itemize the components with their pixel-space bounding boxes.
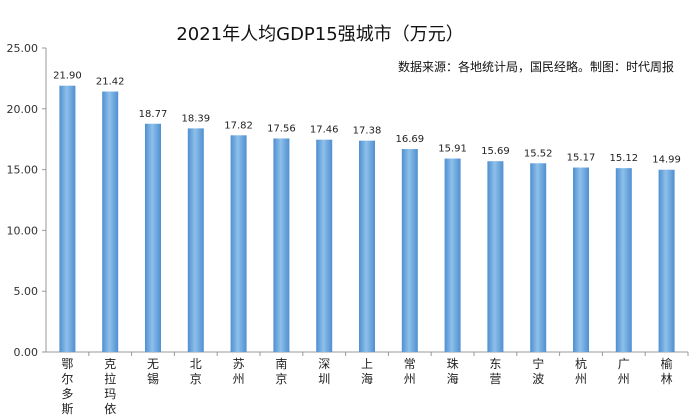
y-tick-label: 15.00 xyxy=(7,164,39,177)
data-label: 15.17 xyxy=(567,153,596,164)
category-label: 广州 xyxy=(618,357,630,386)
data-label: 18.39 xyxy=(181,113,210,124)
category-label: 鄂尔多斯 xyxy=(61,357,73,416)
chart-source-note: 数据来源：各地统计局，国民经略。制图：时代周报 xyxy=(397,60,674,74)
y-tick-label: 5.00 xyxy=(14,285,39,298)
bar xyxy=(316,139,333,352)
bar xyxy=(230,135,247,352)
bar xyxy=(273,138,290,352)
data-label: 18.77 xyxy=(139,109,168,120)
data-label: 21.42 xyxy=(96,77,125,88)
data-label: 15.12 xyxy=(609,153,638,164)
y-tick-label: 10.00 xyxy=(7,224,39,237)
bar xyxy=(401,149,418,352)
category-label: 北京 xyxy=(190,357,202,386)
bar xyxy=(487,161,504,352)
category-label: 东营 xyxy=(489,357,501,386)
category-label: 克拉玛依 xyxy=(104,357,116,416)
category-label: 榆林 xyxy=(661,356,673,386)
data-label: 15.91 xyxy=(438,144,467,155)
data-label: 21.90 xyxy=(53,71,82,82)
category-label: 上海 xyxy=(361,357,373,386)
data-label: 17.38 xyxy=(353,126,382,137)
category-label: 苏州 xyxy=(233,357,245,386)
category-label: 南京 xyxy=(275,356,287,386)
data-label: 17.82 xyxy=(224,120,253,131)
bar xyxy=(530,163,547,352)
y-tick-label: 0.00 xyxy=(14,346,39,359)
bar xyxy=(359,140,375,352)
bar xyxy=(658,169,675,352)
category-label: 常州 xyxy=(404,357,416,386)
category-label: 深圳 xyxy=(318,357,330,386)
bar xyxy=(145,123,161,352)
chart-title: 2021年人均GDP15强城市（万元） xyxy=(176,24,464,45)
data-label: 14.99 xyxy=(652,155,681,166)
data-label: 15.69 xyxy=(481,146,510,157)
category-label: 珠海 xyxy=(447,357,459,386)
bar xyxy=(615,168,632,352)
bar xyxy=(59,85,76,353)
y-tick-label: 20.00 xyxy=(7,103,39,116)
bar xyxy=(444,158,461,352)
category-label: 杭州 xyxy=(575,356,587,386)
data-label: 16.69 xyxy=(395,134,424,145)
data-label: 17.56 xyxy=(267,123,296,134)
category-label: 宁波 xyxy=(532,356,544,386)
bar xyxy=(102,91,119,352)
bar xyxy=(187,128,204,352)
y-tick-label: 25.00 xyxy=(7,42,39,55)
data-label: 17.46 xyxy=(310,125,339,136)
category-label: 无锡 xyxy=(147,357,159,386)
bar xyxy=(573,167,589,352)
data-label: 15.52 xyxy=(524,148,553,159)
